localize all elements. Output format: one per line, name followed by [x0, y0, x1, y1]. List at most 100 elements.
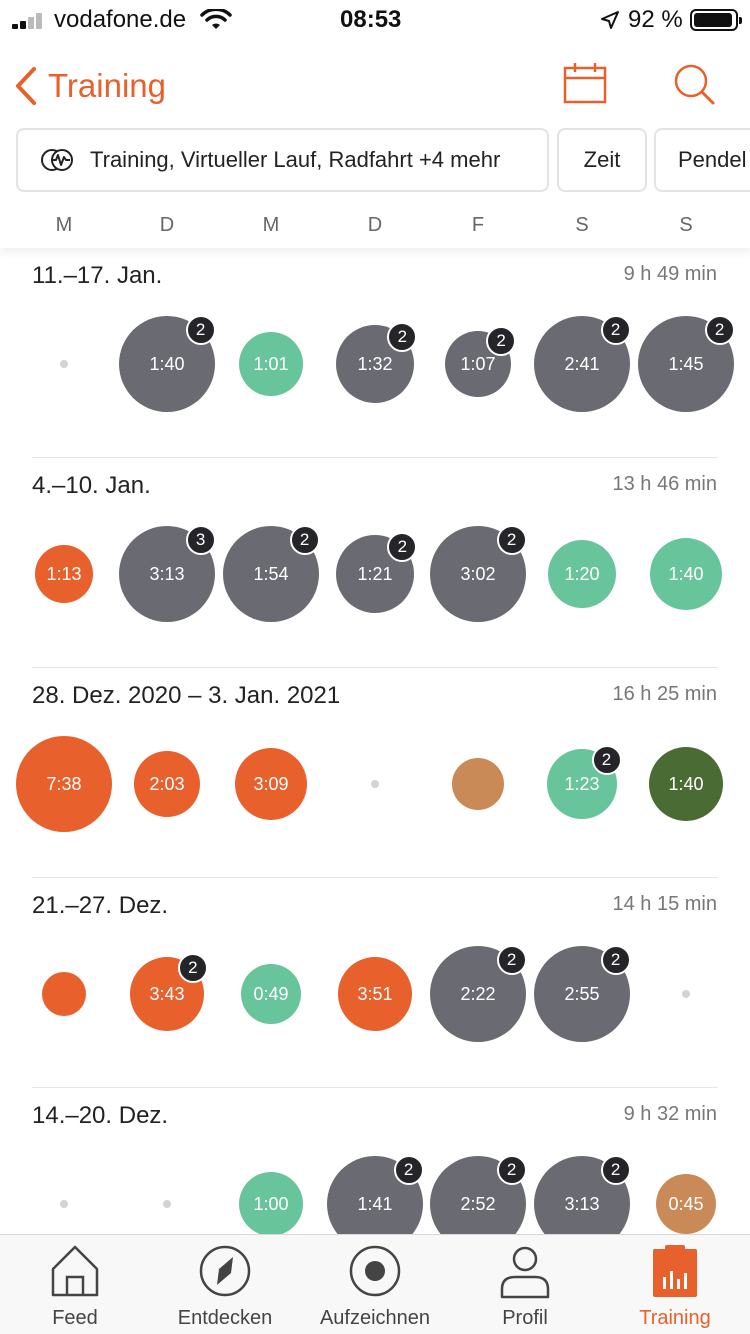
activity-duration: 2:55	[564, 983, 600, 1004]
week-row[interactable]: 14.–20. Dez. 9 h 32 min 1:00 1:41 2 2:52 2 3:13…	[0, 1088, 750, 1234]
activity-bubble[interactable]: 1:00	[239, 1172, 303, 1234]
weekday-label: M	[55, 214, 73, 236]
activity-duration: 3:09	[253, 773, 289, 794]
tab-label: Aufzeichnen	[319, 1307, 431, 1329]
activity-duration: 0:45	[668, 1193, 704, 1214]
activity-duration: 2:03	[149, 773, 185, 794]
filter-row: Training, Virtueller Lauf, Radfahrt +4 m…	[16, 128, 750, 192]
calendar-icon[interactable]	[562, 62, 608, 106]
search-icon[interactable]	[672, 62, 718, 108]
status-bar: vodafone.de 08:53 92 %	[0, 0, 750, 40]
activity-bubble[interactable]: 1:40	[650, 538, 722, 610]
weekday-label: S	[575, 214, 589, 236]
activity-count-badge: 2	[591, 744, 622, 775]
activity-duration: 1:40	[149, 353, 185, 374]
activity-bubble[interactable]: 7:38	[16, 736, 112, 832]
signal-icon	[12, 13, 46, 29]
tab-aufzeichnen[interactable]: Aufzeichnen	[300, 1235, 450, 1334]
week-divider	[32, 667, 718, 668]
activity-duration: 1:40	[668, 563, 704, 584]
navigation-bar: Training	[0, 48, 750, 124]
activity-duration: 2:52	[460, 1193, 496, 1214]
activity-count-badge: 2	[704, 315, 735, 346]
activity-bubble[interactable]: 1:13	[35, 545, 93, 603]
week-total-time: 9 h 49 min	[623, 263, 717, 285]
tab-entdecken[interactable]: Entdecken	[150, 1235, 300, 1334]
activity-bubble[interactable]: 1:01	[239, 332, 303, 396]
commute-filter-label: Pendel	[678, 147, 747, 172]
activity-bubble[interactable]	[42, 972, 86, 1016]
battery-icon	[690, 9, 742, 31]
week-total-time: 9 h 32 min	[623, 1103, 717, 1125]
activity-filter-chip[interactable]: Training, Virtueller Lauf, Radfahrt +4 m…	[16, 128, 549, 192]
activity-bubble[interactable]: 3:02	[430, 526, 526, 622]
activity-bubble[interactable]: 3:43	[130, 957, 204, 1031]
week-row[interactable]: 4.–10. Jan. 13 h 46 min 1:13 3:13 3 1:54 2 1:21…	[0, 458, 750, 668]
activity-duration: 3:51	[357, 983, 393, 1004]
week-total-time: 13 h 46 min	[612, 473, 717, 495]
weekday-label: D	[159, 214, 175, 236]
activity-duration: 1:21	[357, 563, 393, 584]
back-label: Training	[48, 67, 166, 104]
activity-bubble[interactable]: 1:20	[548, 540, 616, 608]
week-row[interactable]: 11.–17. Jan. 9 h 49 min 1:40 2 1:01 1:32 2 1:07…	[0, 248, 750, 458]
activity-count-badge: 2	[496, 945, 527, 976]
weekday-label: D	[367, 214, 383, 236]
wifi-icon	[200, 9, 232, 29]
tab-training[interactable]: Training	[600, 1235, 750, 1334]
time-filter-chip[interactable]: Zeit	[557, 128, 647, 192]
activity-duration: 1:07	[460, 353, 496, 374]
activity-duration: 3:02	[460, 563, 496, 584]
activity-duration: 1:01	[253, 353, 289, 374]
activity-duration: 3:13	[564, 1193, 600, 1214]
activity-duration: 1:20	[564, 563, 600, 584]
week-total-time: 14 h 15 min	[612, 893, 717, 915]
tab-bar: Feed Entdecken Aufzeichnen Profil Training	[0, 1234, 750, 1334]
week-title: 28. Dez. 2020 – 3. Jan. 2021	[32, 682, 341, 709]
time-filter-label: Zeit	[583, 147, 621, 172]
week-row[interactable]: 28. Dez. 2020 – 3. Jan. 2021 16 h 25 min 7…	[0, 668, 750, 878]
activity-duration: 7:38	[46, 773, 82, 794]
house-icon	[51, 1245, 99, 1297]
week-title: 4.–10. Jan.	[32, 472, 151, 499]
no-activity-dot	[60, 1200, 68, 1208]
activity-duration: 1:40	[668, 773, 704, 794]
activity-duration: 0:49	[253, 983, 289, 1004]
weekday-label: M	[262, 214, 280, 236]
week-divider	[32, 1087, 718, 1088]
battery-percent: 92 %	[628, 6, 683, 33]
tab-feed[interactable]: Feed	[0, 1235, 150, 1334]
clock: 08:53	[340, 6, 402, 33]
activity-duration: 3:43	[149, 983, 185, 1004]
activity-bubble[interactable]: 2:03	[134, 751, 200, 817]
activity-bubble[interactable]: 0:49	[241, 964, 301, 1024]
tab-label: Profil	[502, 1307, 548, 1329]
week-row[interactable]: 21.–27. Dez. 14 h 15 min 3:43 2 0:49 3:51 2:22…	[0, 878, 750, 1088]
training-calendar-list[interactable]: 11.–17. Jan. 9 h 49 min 1:40 2 1:01 1:32 2 1:07…	[0, 248, 750, 1234]
tab-label: Feed	[52, 1307, 98, 1329]
activity-count-badge: 3	[185, 525, 216, 556]
commute-filter-chip[interactable]: Pendel	[654, 128, 750, 192]
tab-label: Entdecken	[177, 1307, 273, 1329]
activity-bubble[interactable]: 0:45	[656, 1174, 716, 1234]
no-activity-dot	[163, 1200, 171, 1208]
week-title: 11.–17. Jan.	[32, 262, 163, 289]
activity-bubble[interactable]: 3:09	[235, 748, 307, 820]
activity-duration: 1:45	[668, 353, 704, 374]
tab-label: Training	[639, 1307, 711, 1329]
activity-count-badge: 2	[486, 325, 517, 356]
activity-bubble[interactable]	[452, 758, 504, 810]
activity-count-badge: 2	[387, 321, 418, 352]
activity-count-badge: 2	[393, 1155, 424, 1186]
activity-bubble[interactable]: 3:51	[338, 957, 412, 1031]
activity-duration: 1:32	[357, 353, 393, 374]
back-button[interactable]: Training	[14, 62, 166, 110]
activity-bubble[interactable]: 1:40	[649, 747, 723, 821]
weekday-label: S	[679, 214, 693, 236]
week-divider	[32, 457, 718, 458]
tab-profil[interactable]: Profil	[450, 1235, 600, 1334]
activity-duration: 2:22	[460, 983, 496, 1004]
profile-icon	[500, 1246, 550, 1299]
activity-count-badge: 2	[177, 953, 208, 984]
